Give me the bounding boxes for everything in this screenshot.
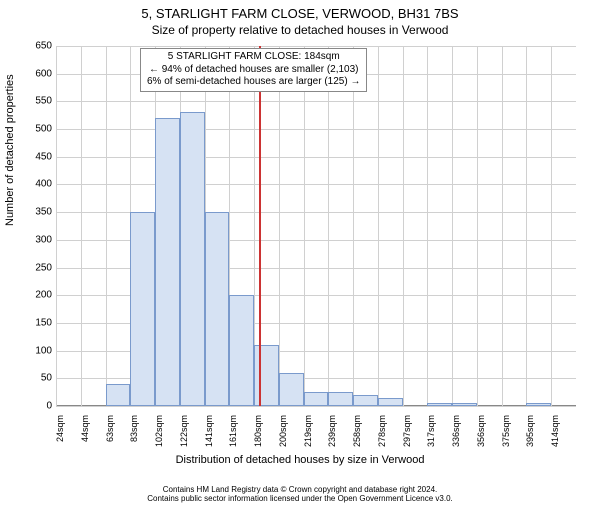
grid-h (56, 101, 576, 102)
grid-v (81, 46, 82, 406)
histogram-bar (155, 118, 180, 406)
grid-h (56, 184, 576, 185)
ytick-label: 150 (12, 317, 52, 328)
histogram-bar (526, 403, 551, 406)
grid-v (477, 46, 478, 406)
annotation-box: 5 STARLIGHT FARM CLOSE: 184sqm ← 94% of … (140, 48, 367, 92)
ytick-label: 450 (12, 151, 52, 162)
property-marker-line (259, 46, 261, 406)
xtick-label: 317sqm (426, 415, 436, 455)
grid-v (526, 46, 527, 406)
histogram-bar (353, 395, 378, 406)
histogram-bar (328, 392, 353, 406)
xtick-label: 258sqm (352, 415, 362, 455)
histogram-bar (130, 212, 155, 406)
xtick-label: 180sqm (253, 415, 263, 455)
annotation-line1: 5 STARLIGHT FARM CLOSE: 184sqm (147, 51, 360, 64)
grid-v (106, 46, 107, 406)
xtick-label: 200sqm (278, 415, 288, 455)
grid-v (452, 46, 453, 406)
xtick-label: 356sqm (476, 415, 486, 455)
xtick-label: 395sqm (525, 415, 535, 455)
x-axis-label: Distribution of detached houses by size … (0, 454, 600, 466)
xtick-label: 375sqm (501, 415, 511, 455)
xtick-label: 297sqm (402, 415, 412, 455)
histogram-bar (205, 212, 230, 406)
ytick-label: 400 (12, 179, 52, 190)
ytick-label: 100 (12, 345, 52, 356)
address-title: 5, STARLIGHT FARM CLOSE, VERWOOD, BH31 7… (0, 6, 600, 21)
grid-v (403, 46, 404, 406)
xtick-label: 141sqm (204, 415, 214, 455)
grid-h (56, 46, 576, 47)
grid-h (56, 129, 576, 130)
ytick-label: 500 (12, 124, 52, 135)
footer-line1: Contains HM Land Registry data © Crown c… (0, 485, 600, 495)
histogram-bar (378, 398, 403, 406)
xtick-label: 44sqm (80, 415, 90, 455)
ytick-label: 600 (12, 68, 52, 79)
xtick-label: 83sqm (129, 415, 139, 455)
ytick-label: 200 (12, 290, 52, 301)
xtick-label: 161sqm (228, 415, 238, 455)
histogram-bar (427, 403, 452, 406)
grid-v (353, 46, 354, 406)
histogram-bar (254, 345, 279, 406)
xtick-label: 336sqm (451, 415, 461, 455)
grid-v (427, 46, 428, 406)
subtitle: Size of property relative to detached ho… (0, 23, 600, 37)
grid-v (279, 46, 280, 406)
grid-v (56, 46, 57, 406)
xtick-label: 102sqm (154, 415, 164, 455)
plot-area (56, 46, 576, 406)
xtick-label: 122sqm (179, 415, 189, 455)
histogram-bar (106, 384, 131, 406)
footer-line2: Contains public sector information licen… (0, 494, 600, 504)
histogram-bar (279, 373, 304, 406)
xtick-label: 219sqm (303, 415, 313, 455)
ytick-label: 650 (12, 41, 52, 52)
histogram-bar (452, 403, 477, 406)
grid-v (378, 46, 379, 406)
grid-v (328, 46, 329, 406)
grid-v (551, 46, 552, 406)
grid-h (56, 406, 576, 407)
histogram-bar (304, 392, 329, 406)
histogram-bar (180, 112, 205, 406)
xtick-label: 278sqm (377, 415, 387, 455)
annotation-line3: 6% of semi-detached houses are larger (1… (147, 76, 360, 89)
ytick-label: 50 (12, 373, 52, 384)
xtick-label: 239sqm (327, 415, 337, 455)
ytick-label: 300 (12, 234, 52, 245)
ytick-label: 0 (12, 401, 52, 412)
grid-v (502, 46, 503, 406)
grid-v (304, 46, 305, 406)
ytick-label: 550 (12, 96, 52, 107)
xtick-label: 24sqm (55, 415, 65, 455)
xtick-label: 414sqm (550, 415, 560, 455)
ytick-label: 350 (12, 207, 52, 218)
xtick-label: 63sqm (105, 415, 115, 455)
ytick-label: 250 (12, 262, 52, 273)
footer: Contains HM Land Registry data © Crown c… (0, 485, 600, 504)
histogram-bar (229, 295, 254, 406)
grid-h (56, 157, 576, 158)
annotation-line2: ← 94% of detached houses are smaller (2,… (147, 64, 360, 77)
chart-container: 5, STARLIGHT FARM CLOSE, VERWOOD, BH31 7… (0, 6, 600, 506)
